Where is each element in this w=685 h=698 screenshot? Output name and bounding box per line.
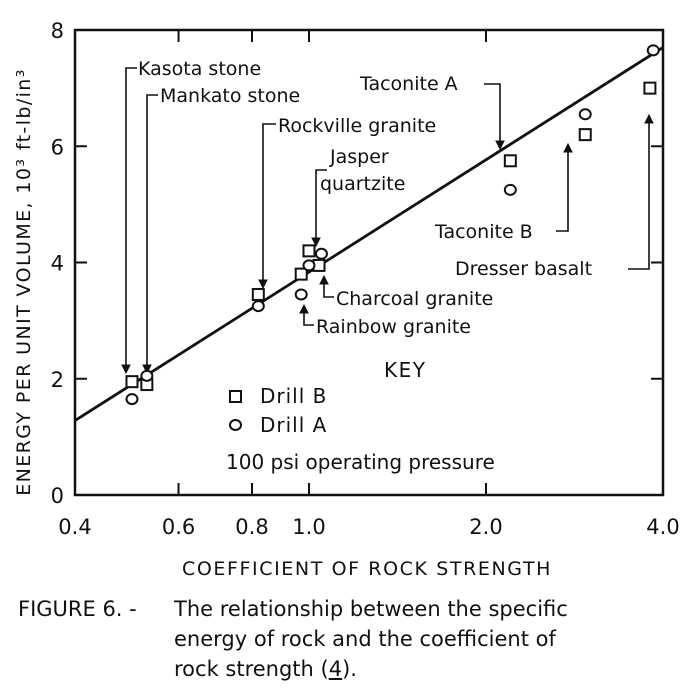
- y-axis-label: ENERGY PER UNIT VOLUME, 10³ ft-lb/in³: [13, 68, 35, 496]
- legend-circle-icon: [229, 419, 242, 431]
- annotation-arrow: [262, 123, 276, 282]
- annotation-label: Taconite B: [434, 221, 533, 243]
- annotation-arrow: [556, 151, 569, 232]
- drill-b-marker: [294, 267, 308, 281]
- annotation-arrow: [323, 282, 334, 298]
- x-axis-ticks: 0.4 0.6 0.8 1.0 2.0 4.0: [58, 30, 680, 539]
- y-tick-label: 8: [51, 19, 64, 43]
- arrow-head: [299, 303, 309, 314]
- annotation-label: Rockville granite: [278, 115, 436, 137]
- caption-reference: 4: [328, 657, 343, 681]
- arrow-head: [644, 113, 654, 124]
- drill-a-marker: [294, 288, 308, 301]
- drill-a-marker: [140, 369, 154, 382]
- drill-b-marker: [503, 154, 517, 168]
- annotation-labels: Kasota stone Mankato stone Rockville grani…: [138, 58, 592, 338]
- key-title: KEY: [384, 358, 426, 382]
- drill-a-marker: [251, 300, 265, 313]
- annotation-label: Jasper: [329, 146, 389, 168]
- legend-note: 100 psi operating pressure: [226, 450, 495, 474]
- arrow-head: [563, 142, 573, 153]
- annotation-label: Kasota stone: [138, 58, 261, 80]
- arrow-head: [495, 140, 505, 151]
- legend-square-icon: [229, 390, 242, 403]
- annotation-arrows: [121, 67, 654, 375]
- arrow-head: [258, 279, 268, 290]
- annotation-arrow: [484, 83, 501, 143]
- drill-b-marker: [125, 375, 139, 389]
- annotation-arrow: [315, 169, 327, 240]
- annotation-label: Dresser basalt: [455, 258, 592, 280]
- legend-key: KEY Drill B Drill A 100 psi operating press…: [226, 358, 495, 474]
- annotation-label: Mankato stone: [160, 85, 300, 107]
- x-tick-label: 0.6: [162, 515, 195, 539]
- caption-line3-prefix: rock strength (: [174, 657, 329, 681]
- x-tick-label: 1.0: [292, 515, 325, 539]
- y-tick-label: 4: [51, 252, 64, 276]
- drill-a-marker: [125, 393, 139, 406]
- annotation-arrow: [303, 312, 314, 326]
- caption-line3-suffix: ).: [342, 657, 357, 681]
- x-tick-label: 0.4: [58, 515, 91, 539]
- figure-caption-line-1: The relationship between the specific: [174, 597, 568, 621]
- drill-b-marker: [643, 81, 657, 95]
- annotation-arrow: [125, 67, 137, 367]
- chart: 0.4 0.6 0.8 1.0 2.0 4.0 0 2 4 6 8 Kasota stone Man…: [13, 19, 680, 580]
- figure-caption-line-3: rock strength (4).: [174, 657, 357, 681]
- arrow-head: [311, 237, 321, 248]
- legend-drill-a-label: Drill A: [260, 413, 327, 437]
- annotation-arrow: [146, 94, 158, 367]
- drill-b-marker: [578, 128, 592, 142]
- drill-b-marker: [302, 244, 316, 258]
- x-tick-label: 4.0: [646, 515, 679, 539]
- annotation-arrow: [628, 122, 650, 270]
- data-markers: [125, 44, 660, 406]
- annotation-label: quartzite: [320, 173, 405, 195]
- annotation-label: Taconite A: [359, 73, 458, 95]
- drill-a-marker: [578, 108, 592, 121]
- y-tick-label: 6: [51, 135, 64, 159]
- x-tick-label: 0.8: [235, 515, 268, 539]
- fit-line: [74, 46, 664, 422]
- arrow-head: [319, 274, 329, 285]
- drill-a-marker: [646, 44, 660, 57]
- drill-a-marker: [302, 259, 316, 272]
- legend-drill-b-label: Drill B: [260, 384, 327, 408]
- y-tick-label: 0: [51, 484, 64, 508]
- x-axis-label: COEFFICIENT OF ROCK STRENGTH: [182, 558, 552, 580]
- x-tick-label: 2.0: [469, 515, 502, 539]
- arrow-head: [142, 364, 152, 375]
- drill-a-marker: [503, 183, 517, 196]
- y-axis-ticks: 0 2 4 6 8: [51, 19, 663, 508]
- y-tick-label: 2: [51, 368, 64, 392]
- figure-caption-label: FIGURE 6. -: [18, 597, 137, 621]
- drill-a-marker: [314, 247, 328, 260]
- drill-b-marker: [251, 287, 265, 301]
- arrow-head: [121, 364, 131, 375]
- figure-caption-line-2: energy of rock and the coefficient of: [174, 627, 556, 651]
- annotation-label: Rainbow granite: [316, 316, 471, 338]
- annotation-label: Charcoal granite: [336, 288, 493, 310]
